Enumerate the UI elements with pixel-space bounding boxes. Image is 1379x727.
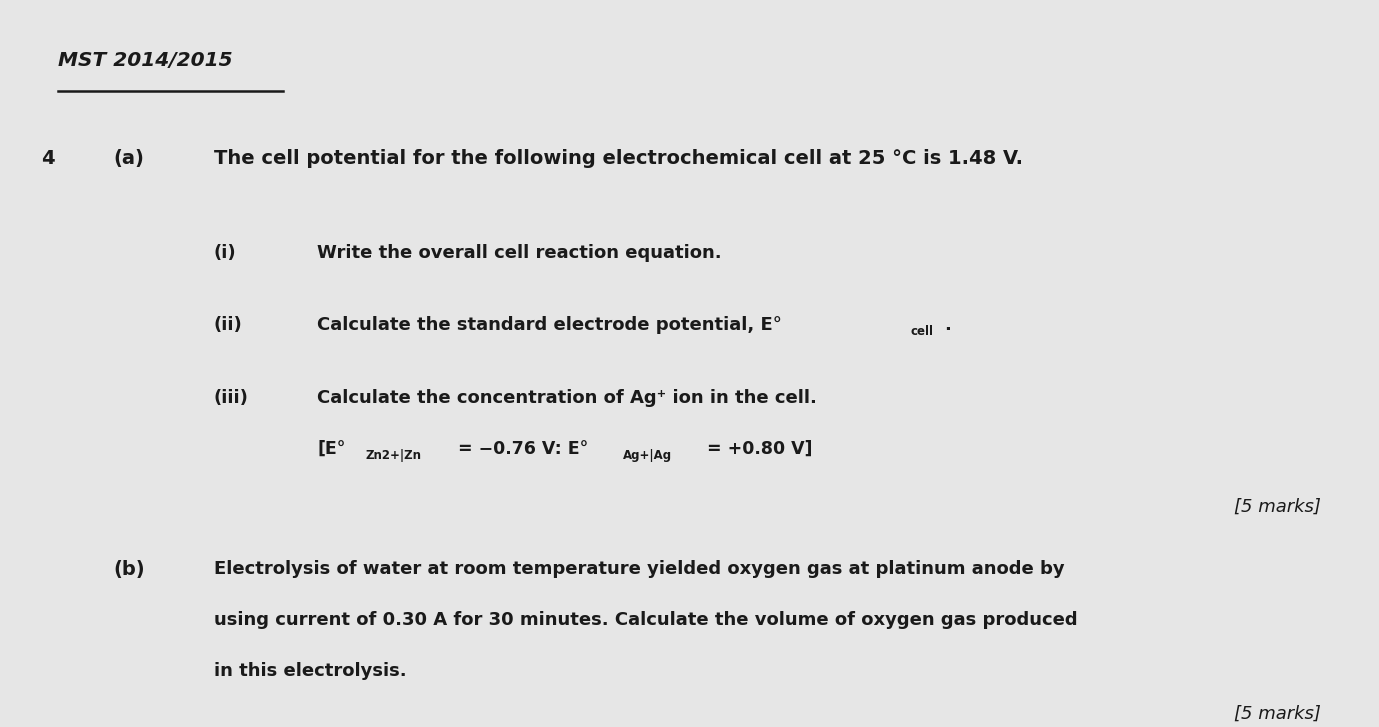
Text: .: .: [945, 316, 952, 334]
Text: Ag+|Ag: Ag+|Ag: [623, 449, 673, 462]
Text: Write the overall cell reaction equation.: Write the overall cell reaction equation…: [317, 244, 721, 262]
Text: Electrolysis of water at room temperature yielded oxygen gas at platinum anode b: Electrolysis of water at room temperatur…: [214, 560, 1065, 578]
Text: (iii): (iii): [214, 389, 248, 407]
Text: in this electrolysis.: in this electrolysis.: [214, 662, 407, 680]
Text: Calculate the concentration of Ag⁺ ion in the cell.: Calculate the concentration of Ag⁺ ion i…: [317, 389, 816, 407]
Text: MST 2014/2015: MST 2014/2015: [58, 51, 233, 70]
Text: [5 marks]: [5 marks]: [1234, 705, 1321, 723]
Text: (b): (b): [113, 560, 145, 579]
Text: [5 marks]: [5 marks]: [1234, 498, 1321, 516]
Text: (a): (a): [113, 149, 143, 168]
Text: Zn2+|Zn: Zn2+|Zn: [365, 449, 422, 462]
Text: = −0.76 V: E°: = −0.76 V: E°: [452, 440, 589, 458]
Text: (i): (i): [214, 244, 236, 262]
Text: using current of 0.30 A for 30 minutes. Calculate the volume of oxygen gas produ: using current of 0.30 A for 30 minutes. …: [214, 611, 1077, 629]
Text: 4: 4: [41, 149, 55, 168]
Text: (ii): (ii): [214, 316, 243, 334]
Text: [E°: [E°: [317, 440, 346, 458]
Text: The cell potential for the following electrochemical cell at 25 °C is 1.48 V.: The cell potential for the following ele…: [214, 149, 1023, 168]
Text: Calculate the standard electrode potential, E°: Calculate the standard electrode potenti…: [317, 316, 782, 334]
Text: = +0.80 V]: = +0.80 V]: [701, 440, 812, 458]
Text: cell: cell: [910, 325, 934, 338]
